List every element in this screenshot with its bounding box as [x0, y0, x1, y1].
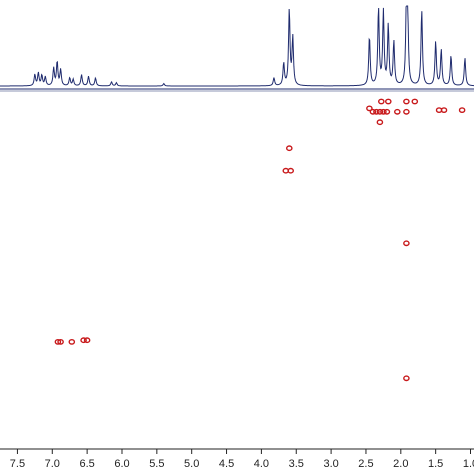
cross-peak-14 — [377, 98, 385, 105]
x-tick-label: 4.0 — [254, 458, 269, 470]
x-axis-ticks: 7.5 7.0 6.5 6.0 5.5 5.0 4.5 4.0 3.5 3.0 2.5 2.0 1.5 1… — [10, 449, 474, 470]
cross-peak-15 — [384, 98, 392, 105]
cross-peak-13 — [383, 108, 391, 115]
x-tick-label: 7.5 — [10, 458, 25, 470]
cross-peak-6 — [287, 167, 295, 174]
cross-peak-22 — [458, 107, 466, 114]
cross-peak-11 — [376, 108, 384, 115]
x-tick-label: 6.0 — [114, 458, 129, 470]
projection-spectrum — [0, 5, 474, 87]
cross-peak-7 — [285, 145, 293, 152]
cross-peak-3 — [80, 337, 87, 344]
cross-peak-18 — [403, 98, 410, 105]
x-tick-label: 3.0 — [323, 458, 338, 470]
x-tick-label: 3.5 — [289, 458, 304, 470]
x-tick-label: 5.0 — [184, 458, 199, 470]
projection-trace — [0, 5, 474, 87]
cross-peak-0 — [54, 338, 62, 345]
cross-peak-16 — [393, 108, 401, 115]
cross-peak-9 — [369, 108, 377, 115]
x-tick-label: 5.5 — [149, 458, 164, 470]
x-tick-label: 6.5 — [79, 458, 94, 470]
x-tick-label: 1.0 — [463, 458, 474, 470]
cross-peak-19 — [411, 98, 419, 105]
cross-peak-25 — [403, 375, 410, 382]
cross-peaks-layer — [54, 98, 466, 382]
x-tick-label: 7.0 — [45, 458, 60, 470]
x-tick-label: 4.5 — [219, 458, 234, 470]
cross-peak-24 — [403, 240, 410, 247]
cross-peak-10 — [373, 108, 380, 115]
x-tick-label: 1.5 — [428, 458, 443, 470]
x-tick-label: 2.0 — [393, 458, 408, 470]
cross-peak-12 — [380, 108, 387, 115]
cross-peak-17 — [403, 108, 410, 115]
x-tick-label: 2.5 — [358, 458, 373, 470]
cross-peak-8 — [366, 105, 373, 112]
cross-peak-1 — [57, 338, 64, 345]
cross-peak-21 — [440, 107, 448, 114]
cross-peak-2 — [68, 338, 76, 345]
cross-peak-4 — [83, 337, 91, 344]
cross-peak-23 — [376, 119, 384, 126]
